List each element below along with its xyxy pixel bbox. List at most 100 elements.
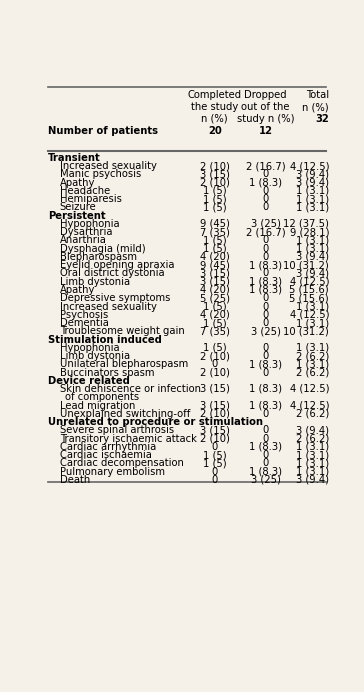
- Text: the study: the study: [191, 102, 238, 112]
- Text: 0: 0: [262, 367, 269, 378]
- Text: 3 (9.4): 3 (9.4): [296, 252, 329, 262]
- Text: 9 (45): 9 (45): [200, 219, 230, 229]
- Text: Psychosis: Psychosis: [60, 310, 108, 320]
- Text: 0: 0: [262, 458, 269, 468]
- Text: 3 (15): 3 (15): [200, 383, 230, 393]
- Text: Skin dehiscence or infection: Skin dehiscence or infection: [60, 384, 201, 394]
- Text: 4 (12.5): 4 (12.5): [289, 401, 329, 410]
- Text: 32: 32: [315, 114, 329, 124]
- Text: 1 (3.1): 1 (3.1): [296, 466, 329, 477]
- Text: Buccinators spasm: Buccinators spasm: [60, 367, 154, 378]
- Text: 10 (31.2): 10 (31.2): [283, 260, 329, 270]
- Text: 1 (5): 1 (5): [203, 235, 226, 246]
- Text: Total: Total: [306, 91, 329, 100]
- Text: Unexplained switching-off: Unexplained switching-off: [60, 409, 190, 419]
- Text: 1 (5): 1 (5): [203, 458, 226, 468]
- Text: 1 (8.3): 1 (8.3): [249, 401, 282, 410]
- Text: Troublesome weight gain: Troublesome weight gain: [60, 327, 184, 336]
- Text: 0: 0: [262, 235, 269, 246]
- Text: 0: 0: [262, 434, 269, 444]
- Text: Blepharospasm: Blepharospasm: [60, 252, 136, 262]
- Text: 0: 0: [262, 194, 269, 204]
- Text: 1 (5): 1 (5): [203, 343, 226, 353]
- Text: 1 (8.3): 1 (8.3): [249, 285, 282, 295]
- Text: 0: 0: [262, 252, 269, 262]
- Text: out of the: out of the: [241, 102, 290, 112]
- Text: Pulmonary embolism: Pulmonary embolism: [60, 466, 165, 477]
- Text: Dementia: Dementia: [60, 318, 108, 328]
- Text: 4 (20): 4 (20): [200, 285, 230, 295]
- Text: 1 (3.1): 1 (3.1): [296, 194, 329, 204]
- Text: 2 (6.2): 2 (6.2): [296, 409, 329, 419]
- Text: 1 (5): 1 (5): [203, 194, 226, 204]
- Text: 0: 0: [262, 268, 269, 278]
- Text: 1 (8.3): 1 (8.3): [249, 359, 282, 370]
- Text: Seizure: Seizure: [60, 202, 96, 212]
- Text: 1 (5): 1 (5): [203, 202, 226, 212]
- Text: 0: 0: [211, 475, 218, 485]
- Text: 3 (15): 3 (15): [200, 277, 230, 286]
- Text: 1 (8.3): 1 (8.3): [249, 260, 282, 270]
- Text: of components: of components: [65, 392, 139, 402]
- Text: 3 (25): 3 (25): [250, 327, 281, 336]
- Text: Unrelated to procedure or stimulation: Unrelated to procedure or stimulation: [48, 417, 263, 427]
- Text: 2 (6.2): 2 (6.2): [296, 367, 329, 378]
- Text: 1 (8.3): 1 (8.3): [249, 277, 282, 286]
- Text: Completed: Completed: [188, 91, 242, 100]
- Text: 2 (10): 2 (10): [200, 161, 230, 171]
- Text: Manic psychosis: Manic psychosis: [60, 170, 141, 179]
- Text: 0: 0: [211, 359, 218, 370]
- Text: 0: 0: [262, 426, 269, 435]
- Text: 7 (35): 7 (35): [200, 227, 230, 237]
- Text: 1 (3.1): 1 (3.1): [296, 458, 329, 468]
- Text: Eyelid opening apraxia: Eyelid opening apraxia: [60, 260, 174, 270]
- Text: Transitory ischaemic attack: Transitory ischaemic attack: [60, 434, 197, 444]
- Text: 3 (9.4): 3 (9.4): [296, 475, 329, 485]
- Text: Transient: Transient: [48, 153, 101, 163]
- Text: 4 (20): 4 (20): [200, 310, 230, 320]
- Text: 0: 0: [262, 343, 269, 353]
- Text: 1 (3.1): 1 (3.1): [296, 202, 329, 212]
- Text: 1 (3.1): 1 (3.1): [296, 318, 329, 328]
- Text: Device related: Device related: [48, 376, 130, 386]
- Text: 0: 0: [262, 186, 269, 196]
- Text: 4 (20): 4 (20): [200, 252, 230, 262]
- Text: 1 (8.3): 1 (8.3): [249, 178, 282, 188]
- Text: n (%): n (%): [201, 114, 228, 124]
- Text: 2 (16.7): 2 (16.7): [246, 227, 285, 237]
- Text: 2 (6.2): 2 (6.2): [296, 351, 329, 361]
- Text: 0: 0: [211, 466, 218, 477]
- Text: 1 (3.1): 1 (3.1): [296, 450, 329, 460]
- Text: 1 (5): 1 (5): [203, 302, 226, 311]
- Text: 0: 0: [262, 302, 269, 311]
- Text: 9 (45): 9 (45): [200, 260, 230, 270]
- Text: 4 (12.5): 4 (12.5): [289, 277, 329, 286]
- Text: 0: 0: [262, 244, 269, 254]
- Text: 3 (9.4): 3 (9.4): [296, 268, 329, 278]
- Text: 4 (12.5): 4 (12.5): [289, 310, 329, 320]
- Text: 1 (3.1): 1 (3.1): [296, 235, 329, 246]
- Text: 2 (10): 2 (10): [200, 434, 230, 444]
- Text: 0: 0: [262, 202, 269, 212]
- Text: 2 (10): 2 (10): [200, 351, 230, 361]
- Text: Increased sexuality: Increased sexuality: [60, 161, 157, 171]
- Text: 2 (10): 2 (10): [200, 409, 230, 419]
- Text: 1 (5): 1 (5): [203, 318, 226, 328]
- Text: 1 (3.1): 1 (3.1): [296, 186, 329, 196]
- Text: 1 (8.3): 1 (8.3): [249, 466, 282, 477]
- Text: 7 (35): 7 (35): [200, 327, 230, 336]
- Text: Increased sexuality: Increased sexuality: [60, 302, 157, 311]
- Text: Limb dystonia: Limb dystonia: [60, 277, 130, 286]
- Text: 3 (15): 3 (15): [200, 170, 230, 179]
- Text: 3 (9.4): 3 (9.4): [296, 426, 329, 435]
- Text: Hypophonia: Hypophonia: [60, 343, 119, 353]
- Text: Number of patients: Number of patients: [48, 126, 158, 136]
- Text: 5 (15.6): 5 (15.6): [289, 285, 329, 295]
- Text: Unilateral blepharospasm: Unilateral blepharospasm: [60, 359, 188, 370]
- Text: 12 (37.5): 12 (37.5): [283, 219, 329, 229]
- Text: Lead migration: Lead migration: [60, 401, 135, 410]
- Text: n (%): n (%): [302, 102, 329, 112]
- Text: Cardiac decompensation: Cardiac decompensation: [60, 458, 183, 468]
- Text: Hemiparesis: Hemiparesis: [60, 194, 122, 204]
- Text: 9 (28.1): 9 (28.1): [289, 227, 329, 237]
